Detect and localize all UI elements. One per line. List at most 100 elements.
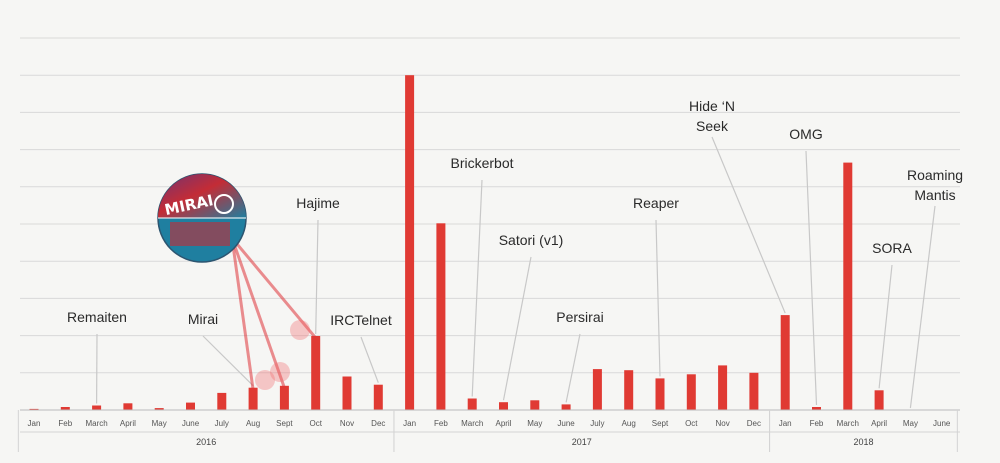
annotation-label: Satori (v1) [499,232,564,248]
bar [843,162,853,410]
bar [342,376,352,410]
annotation-label: Hide ‘N [689,98,735,114]
bar [405,75,415,410]
bars [29,75,884,410]
annotation-leader [471,179,483,397]
annotation-label: Mirai [188,311,218,327]
annotation-leader [878,264,893,389]
x-tick-label: Oct [685,419,698,428]
x-year-label: 2018 [853,437,873,447]
x-tick-label: Nov [340,419,354,428]
bar [686,374,696,410]
annotation-label: IRCTelnet [330,312,392,328]
bar [592,369,602,410]
annotation-label: Remaiten [67,309,127,325]
bar [248,387,258,410]
x-tick-label: April [495,419,511,428]
x-tick-label: May [152,419,167,428]
bar [92,405,102,410]
annotation-label: Persirai [556,309,603,325]
x-tick-label: May [903,419,918,428]
annotation-leader [360,336,379,383]
x-tick-label: May [527,419,542,428]
bar [279,385,289,410]
annotation-leader [655,219,661,377]
bar [812,407,821,410]
bar [561,404,571,410]
x-tick-label: Nov [715,419,729,428]
annotation-leader [502,256,532,401]
x-tick-label: Feb [434,419,448,428]
annotation-leader [711,136,786,314]
bar [373,384,383,410]
bar [217,392,227,410]
bar [154,408,164,410]
annotations: Remaiten Mirai Hajime IRCTelnet Brickerbot Sa… [67,98,963,328]
bar [123,403,133,410]
annotation-leader [202,335,254,387]
x-tick-label: June [933,419,951,428]
bar [499,402,508,410]
bar [624,370,634,410]
annotation-leader [315,219,319,334]
logo-beam-splash [290,320,310,340]
x-tick-label: Dec [371,419,385,428]
x-tick-label: Jan [779,419,792,428]
logo-upper-half [158,174,246,218]
bar [311,336,321,410]
annotation-leader [909,205,936,409]
logo-beam-splash [255,370,275,390]
logo-beam-splash [270,362,290,382]
logo-splatter [170,222,230,246]
x-tick-label: April [120,419,136,428]
annotation-label: SORA [872,240,912,256]
x-year-label: 2017 [572,437,592,447]
x-tick-label: Feb [58,419,72,428]
x-tick-label: Feb [810,419,824,428]
annotation-label: Brickerbot [450,155,513,171]
bar [60,407,70,410]
logo-beam [230,237,255,390]
bar [780,315,790,410]
bar [467,398,477,410]
bar [874,390,884,410]
x-tick-label: July [590,419,604,428]
annotation-leaders [96,136,936,409]
logo-beam [230,237,317,339]
x-tick-label: March [461,419,483,428]
mirai-logo: MIRAI [157,173,317,390]
annotation-label: Hajime [296,195,340,211]
x-tick-label: March [837,419,859,428]
x-tick-label: Jan [403,419,416,428]
x-axis: Jan Feb March April May June July Aug Sept Oct Nov… [17,409,960,452]
annotation-label: Seek [696,118,729,134]
bar [29,408,39,410]
x-tick-label: June [182,419,200,428]
x-tick-label: April [871,419,887,428]
logo-eye [214,194,234,214]
annotation-label: Roaming [907,167,963,183]
x-tick-label: March [85,419,107,428]
bar [718,365,728,410]
x-tick-label: June [557,419,575,428]
bar [186,402,195,410]
bar [749,372,759,410]
x-tick-label: Oct [309,419,322,428]
bar [530,400,540,410]
annotation-leader [805,150,818,406]
x-tick-label: Aug [622,419,636,428]
annotation-label: Reaper [633,195,679,211]
x-tick-label: Dec [747,419,761,428]
x-year-label: 2016 [196,437,216,447]
bar [655,378,665,410]
logo-beam [230,237,286,389]
x-tick-label: July [215,419,229,428]
x-tick-label: Jan [28,419,41,428]
annotation-leader [565,333,581,403]
x-tick-label: Aug [246,419,260,428]
annotation-label: Mantis [914,187,955,203]
bar [436,223,446,410]
x-tick-label: Sept [276,419,293,428]
